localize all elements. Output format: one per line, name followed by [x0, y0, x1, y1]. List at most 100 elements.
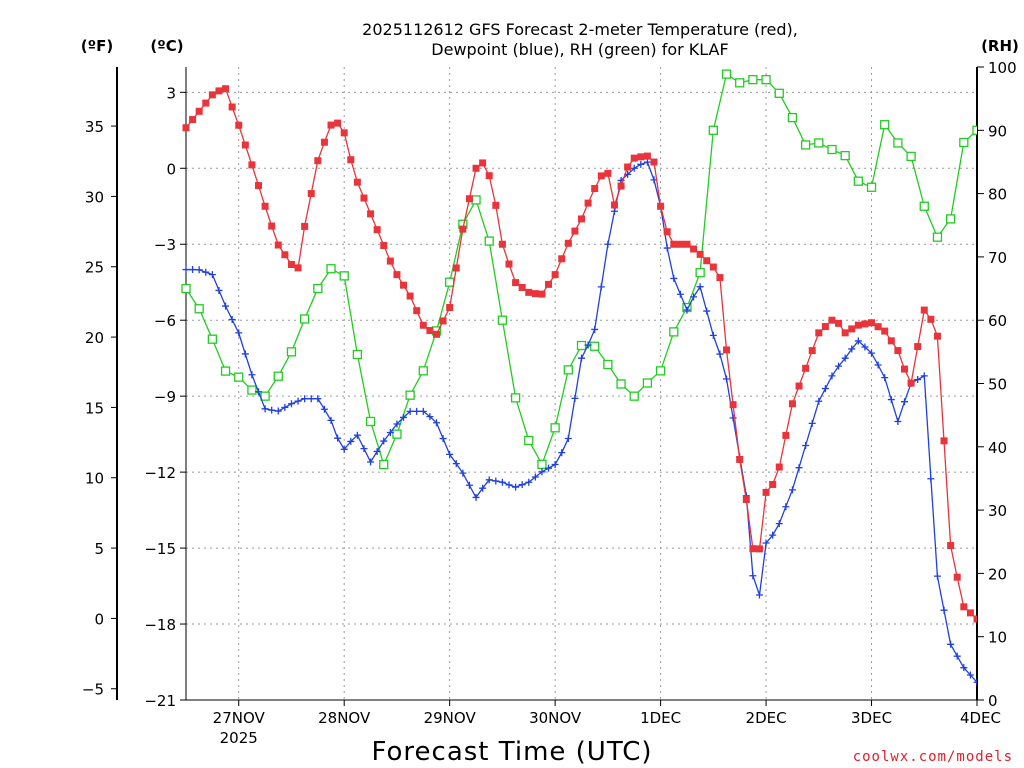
2-meter-temperature-point [393, 271, 401, 279]
2-meter-temperature-point [564, 239, 572, 247]
dewpoint-point [762, 539, 770, 547]
dewpoint-point [307, 395, 315, 403]
relative-humidity-point [800, 140, 811, 150]
dewpoint-point [531, 473, 539, 481]
2-meter-temperature-point [334, 119, 342, 127]
relative-humidity-point [853, 176, 863, 186]
dewpoint-point [525, 478, 533, 486]
2-meter-temperature-point [987, 617, 994, 624]
relative-humidity-point [220, 366, 231, 376]
relative-humidity-point [181, 283, 191, 294]
relative-humidity-point [880, 120, 890, 130]
celsius-tick-label: −6 [154, 312, 176, 330]
2-meter-temperature-point [380, 242, 388, 250]
dewpoint-point [228, 315, 236, 323]
dewpoint-line [186, 161, 977, 684]
2-meter-temperature-point [426, 327, 434, 335]
2-meter-temperature-point [195, 107, 203, 115]
dewpoint-point [301, 395, 309, 403]
relative-humidity-point [260, 391, 270, 401]
dewpoint-point [604, 240, 612, 248]
relative-humidity-point [418, 366, 428, 376]
2-meter-temperature-point [683, 240, 691, 248]
relative-humidity-point [352, 349, 363, 360]
dewpoint-point [868, 349, 876, 357]
rh-tick-label: 90 [988, 122, 1007, 140]
rh-tick-label: 80 [988, 186, 1007, 204]
2-meter-temperature-point [630, 154, 638, 162]
2-meter-temperature-point [815, 329, 823, 337]
2-meter-temperature-point [241, 141, 249, 149]
celsius-axis-label: (ºC) [150, 37, 183, 55]
dewpoint-point [610, 207, 618, 215]
2-meter-temperature-point [762, 488, 770, 496]
2-meter-temperature-point [222, 85, 230, 93]
2-meter-temperature-point [624, 163, 632, 171]
relative-humidity-point [550, 423, 560, 433]
x-tick-label: 1DEC [640, 709, 681, 727]
x-tick-label: 30NOV [529, 709, 582, 727]
2-meter-temperature-point [920, 306, 928, 314]
dewpoint-point [861, 343, 869, 351]
dewpoint-point [538, 468, 546, 476]
celsius-tick-label: −3 [154, 236, 176, 254]
fahrenheit-tick-label: 15 [85, 399, 104, 417]
dewpoint-point [578, 354, 585, 362]
relative-humidity-point [655, 366, 666, 376]
2-meter-temperature-point [848, 325, 856, 333]
dewpoint-point [545, 464, 553, 472]
relative-humidity-point [510, 393, 521, 403]
dewpoint-point [591, 325, 599, 333]
dewpoint-point [472, 493, 480, 501]
fahrenheit-tick-label: 20 [85, 329, 104, 347]
2-meter-temperature-point [255, 182, 263, 190]
celsius-tick-label: −12 [144, 464, 176, 482]
dewpoint-point [485, 476, 493, 484]
dewpoint-point [558, 449, 566, 457]
relative-humidity-point [326, 264, 336, 274]
relative-humidity-point [365, 416, 376, 427]
x-tick-label: 28NOV [318, 709, 371, 727]
dewpoint-point [294, 397, 302, 405]
2-meter-temperature-point [663, 228, 671, 236]
relative-humidity-point [537, 459, 547, 469]
2-meter-temperature-point [650, 158, 658, 166]
2-meter-temperature-point [538, 290, 546, 298]
rh-tick-label: 70 [988, 249, 1007, 267]
dewpoint-point [373, 447, 381, 455]
2-meter-temperature-point [1000, 585, 1007, 592]
2-meter-temperature-point [327, 121, 335, 129]
x-tick-label: 29NOV [424, 709, 477, 727]
2-meter-temperature-point [788, 400, 796, 408]
dewpoint-point [1000, 423, 1007, 430]
2-meter-temperature-point [281, 251, 289, 259]
2-meter-temperature-point [492, 201, 500, 209]
dewpoint-point [894, 417, 902, 425]
chart-title-line1: 2025112612 GFS Forecast 2-meter Temperat… [362, 20, 798, 39]
relative-humidity-point [313, 283, 323, 294]
relative-humidity-point [945, 214, 956, 224]
celsius-tick-label: 0 [166, 160, 176, 178]
series-layer [181, 69, 1007, 686]
dewpoint-point [347, 437, 355, 445]
fahrenheit-tick-label: 10 [85, 470, 104, 488]
axes [111, 66, 984, 706]
2-meter-temperature-point [802, 364, 810, 372]
relative-humidity-point [840, 150, 850, 161]
2-meter-temperature-point [235, 121, 243, 129]
dewpoint-point [380, 437, 388, 445]
relative-humidity-line [185, 73, 977, 467]
2-meter-temperature-point [545, 280, 553, 288]
dewpoint-point [360, 445, 368, 453]
relative-humidity-point [247, 385, 257, 395]
2-meter-temperature-point [709, 263, 717, 271]
relative-humidity-point [445, 277, 455, 287]
relative-humidity-point [484, 236, 494, 246]
dewpoint-point [459, 469, 467, 477]
dewpoint-point [900, 398, 908, 406]
credit-text: coolwx.com/models [853, 749, 1013, 765]
2-meter-temperature-point [452, 264, 460, 272]
2-meter-temperature-point [268, 222, 276, 230]
2-meter-temperature-point [617, 182, 625, 190]
2-meter-temperature-point [419, 321, 427, 329]
